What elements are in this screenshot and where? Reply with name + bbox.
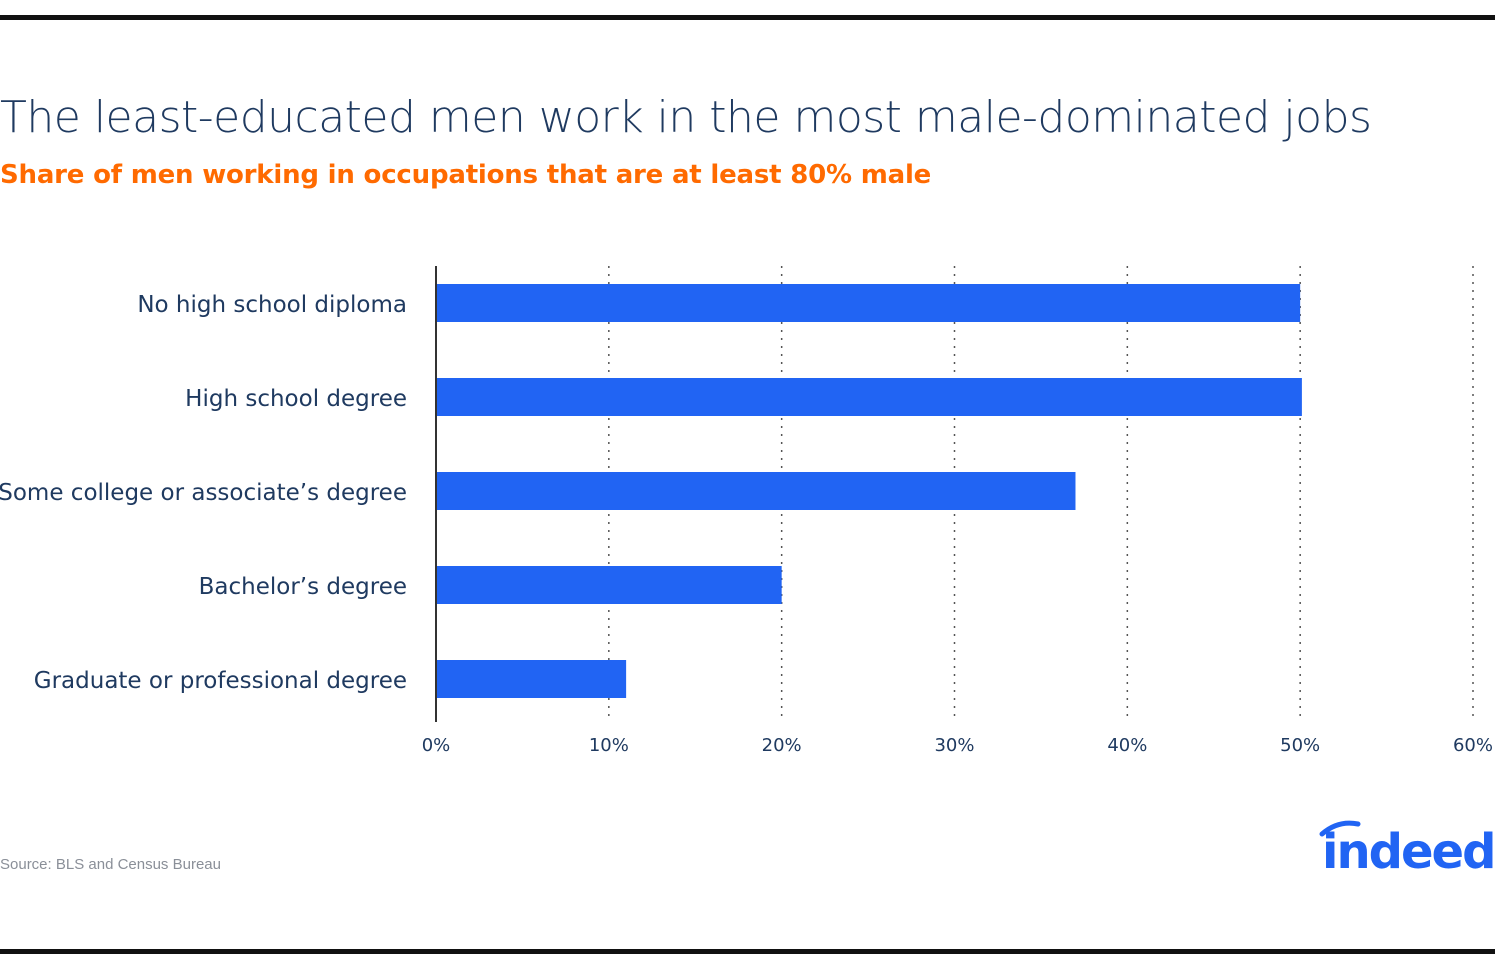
- source-note: Source: BLS and Census Bureau: [0, 856, 221, 873]
- bar-3: [436, 566, 782, 604]
- chart-title: The least-educated men work in the most …: [0, 92, 1372, 143]
- bar-0: [436, 284, 1301, 322]
- category-label-1: High school degree: [185, 386, 407, 412]
- indeed-logo: indeed: [1319, 820, 1495, 878]
- x-tick-label-10: 10%: [589, 735, 629, 756]
- x-tick-label-30: 30%: [934, 735, 974, 756]
- chart-subtitle: Share of men working in occupations that…: [0, 160, 932, 190]
- logo-swoosh-icon: [1319, 820, 1361, 837]
- category-label-4: Graduate or professional degree: [34, 668, 407, 694]
- bar-chart: No high school diploma High school degree…: [0, 266, 1493, 756]
- category-label-2: Some college or associate’s degree: [0, 480, 407, 506]
- category-label-3: Bachelor’s degree: [199, 574, 407, 600]
- bar-4: [436, 660, 627, 698]
- x-tick-label-40: 40%: [1107, 735, 1147, 756]
- logo-text: indeed: [1322, 824, 1494, 878]
- bottom-rule: [0, 949, 1495, 954]
- category-label-0: No high school diploma: [137, 292, 407, 318]
- top-rule: [0, 15, 1495, 20]
- x-tick-label-20: 20%: [762, 735, 802, 756]
- x-tick-label-0: 0%: [422, 735, 451, 756]
- bar-2: [436, 472, 1076, 510]
- bar-1: [436, 378, 1302, 416]
- x-tick-label-60: 60%: [1453, 735, 1493, 756]
- x-tick-label-50: 50%: [1280, 735, 1320, 756]
